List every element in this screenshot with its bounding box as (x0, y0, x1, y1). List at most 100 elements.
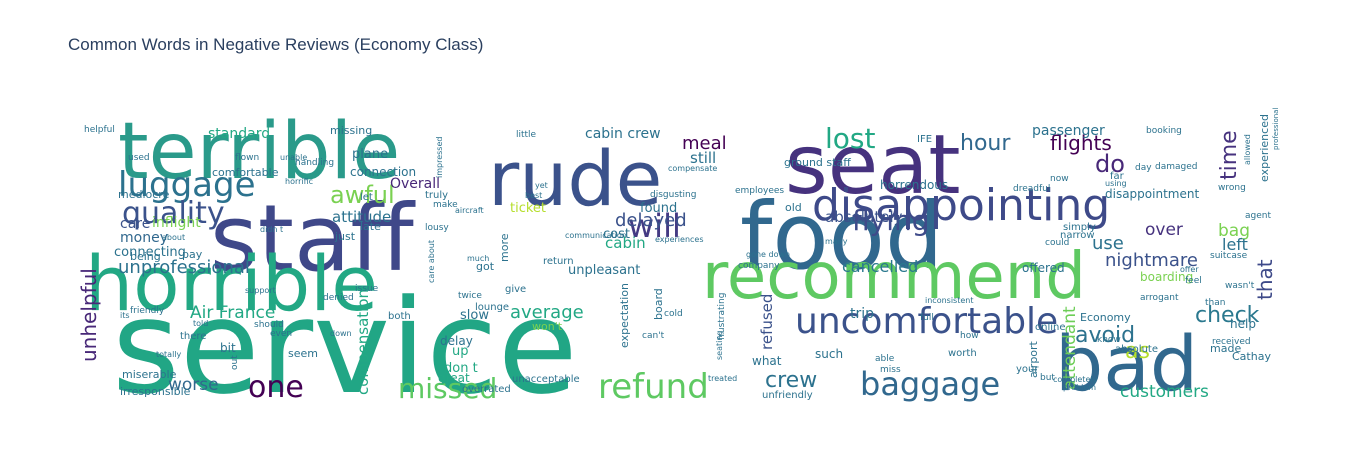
word-give: give (505, 284, 526, 295)
word-worse: worse (168, 375, 219, 395)
word-mediocre: mediocre (118, 188, 170, 201)
word-unhelpful: unhelpful (77, 268, 101, 362)
word-disgusting: disgusting (650, 190, 696, 200)
word-comfortable: comfortable (212, 166, 279, 179)
word-awful: awful (330, 181, 395, 209)
word-refused: refused (758, 294, 776, 350)
word-won-t: won't (532, 320, 563, 333)
word-unable: unable (280, 153, 307, 162)
word-friendly: friendly (130, 306, 165, 316)
word-online: online (1035, 322, 1066, 333)
word-help: help (1230, 317, 1256, 331)
word-trip: trip (850, 306, 874, 322)
word-got: got (476, 260, 495, 273)
word-unpleasant: unpleasant (568, 263, 640, 278)
word-dreadful: dreadful (1013, 184, 1050, 194)
word-treated: treated (708, 374, 737, 383)
word-twice: twice (458, 291, 482, 301)
word-time: time (1217, 130, 1242, 180)
word-miss: miss (880, 365, 901, 375)
word-ife: IFE (917, 134, 932, 145)
word-such: such (815, 347, 843, 361)
word-found: found (640, 201, 677, 216)
word-compensation: compensation (354, 289, 372, 395)
word-what: what (752, 354, 782, 368)
word-late: late (360, 220, 381, 233)
word-check: check (1195, 303, 1260, 328)
word-disappointment: disappointment (1105, 187, 1199, 201)
word-impressed: impressed (435, 137, 444, 178)
word-use: use (1092, 233, 1124, 254)
word-horrible: horrible (85, 239, 378, 328)
word-overall: Overall (390, 176, 440, 192)
word-even: even (270, 329, 292, 339)
word-absolutely: absolutely (825, 208, 903, 226)
word-lousy: lousy (425, 223, 449, 233)
word-care: care (120, 216, 150, 232)
word-cancelled: cancelled (842, 257, 918, 276)
word-told: told (193, 319, 208, 328)
word-board: board (652, 288, 665, 320)
word-used: used (128, 153, 150, 163)
word-bag: bag (1218, 221, 1250, 241)
word-standard: standard (208, 126, 270, 142)
word-handling: handling (295, 158, 334, 168)
word-crew: crew (765, 368, 817, 393)
word-completely: completely (1053, 375, 1098, 384)
word-rude: rude (488, 134, 662, 223)
word-boarding: boarding (1140, 270, 1193, 284)
word-nightmare: nightmare (1105, 250, 1198, 271)
word-wrong: wrong (1218, 183, 1246, 193)
word-left: left (1222, 235, 1248, 254)
word-best: best (525, 191, 542, 200)
word-just: just (334, 230, 356, 243)
word-don-t: don t (444, 361, 478, 376)
word-out: out (230, 355, 240, 370)
word-feel: feel (1185, 276, 1202, 286)
word-worth: worth (948, 348, 977, 359)
word-little: little (516, 130, 537, 140)
word-care-about: care about (427, 240, 436, 283)
word-seating: seating (715, 331, 724, 361)
word-its: its (120, 311, 130, 320)
word-professional: professional (1272, 108, 1280, 150)
word-offer: offer (1180, 265, 1199, 274)
word-cathay: Cathay (1232, 350, 1271, 363)
word-frustrating: frustrating (717, 293, 727, 340)
word-about: about (162, 233, 185, 242)
word-customers: customers (1120, 382, 1209, 402)
word-wasn-t: wasn't (1225, 281, 1255, 291)
word-much: much (467, 254, 489, 263)
word-damaged: damaged (1155, 162, 1197, 172)
word-helpful: helpful (84, 125, 115, 135)
word-passenger: passenger (1032, 123, 1105, 139)
word-inflight: inflight (152, 215, 201, 231)
word-average: average (510, 302, 584, 323)
word-cabin: cabin (605, 234, 646, 252)
word-expectation: expectation (618, 283, 631, 348)
chart-title: Common Words in Negative Reviews (Econom… (68, 35, 484, 54)
word-attitude: attitude (332, 208, 391, 226)
word-miserable: miserable (122, 368, 177, 381)
word-staff: staff (210, 185, 416, 292)
word-more: more (498, 233, 511, 262)
word-horrendous: horrendous (880, 178, 948, 192)
word-disappointing: disappointing (812, 180, 1110, 231)
word-than: than (1205, 298, 1225, 308)
word-airport: airport (1027, 340, 1040, 378)
word-let: let (360, 192, 373, 203)
word-absolute: absolute (1115, 344, 1158, 355)
word-problem: problem (1063, 383, 1096, 392)
word-didn-t: didn t (260, 225, 283, 234)
word-made: made (1210, 342, 1241, 355)
word-up: up (452, 344, 469, 359)
word-your: your (1016, 364, 1039, 375)
word-both: both (388, 311, 411, 322)
word-narrow: narrow (1060, 230, 1095, 241)
word-simply: simply (1063, 222, 1096, 233)
word-attendant: attendant (1060, 306, 1080, 390)
word-one: one (248, 370, 304, 405)
word-do: do (1095, 150, 1125, 178)
word-cold: cold (664, 309, 683, 319)
